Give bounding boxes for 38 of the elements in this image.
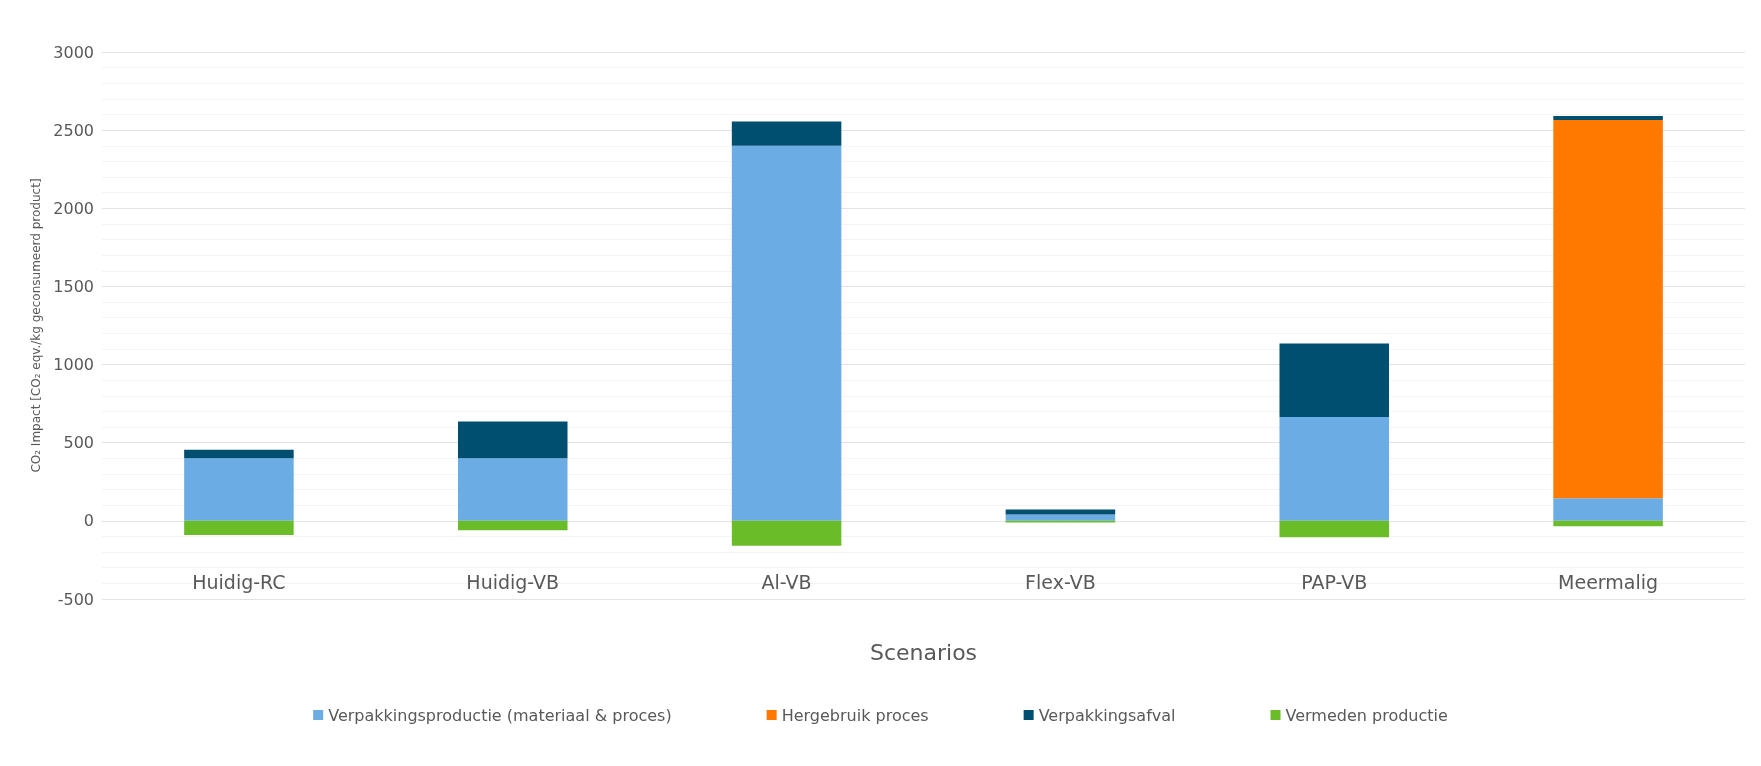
bar [731, 145, 842, 521]
x-tick-label: Al-VB [761, 571, 812, 594]
bar [1553, 498, 1663, 521]
x-tick-label: PAP-VB [1301, 571, 1368, 594]
bar [1279, 520, 1390, 538]
legend-label: Vermeden productie [1285, 705, 1448, 725]
bar [731, 520, 842, 546]
y-tick-label: 1000 [53, 355, 94, 375]
bar [1279, 343, 1390, 417]
legend-label: Verpakkingsafval [1038, 705, 1176, 725]
bar [1553, 119, 1663, 499]
bar [1005, 514, 1116, 521]
y-tick-label: 500 [63, 433, 94, 453]
x-tick-label: Huidig-VB [466, 571, 560, 594]
x-tick-label: Meermalig [1558, 571, 1659, 594]
bar [184, 458, 294, 521]
y-tick-label: 2000 [53, 198, 94, 218]
x-axis-title: Scenarios [869, 639, 978, 665]
y-tick-label: 3000 [53, 42, 94, 62]
bar [1553, 520, 1663, 527]
bar [457, 458, 568, 521]
x-tick-label: Huidig-RC [192, 571, 286, 594]
bar [731, 121, 842, 146]
bar [184, 520, 294, 535]
bar [457, 421, 568, 459]
y-tick-label: 0 [83, 511, 94, 531]
bar [1553, 116, 1663, 120]
bar [184, 449, 294, 459]
x-tick-label: Flex-VB [1025, 571, 1096, 594]
y-axis-title: CO₂ Impact [CO₂ eqv./kg geconsumeerd product] [29, 178, 44, 473]
legend-label: Verpakkingsproductie (materiaal & proces) [328, 705, 672, 725]
bar [457, 520, 568, 531]
legend-label: Hergebruik proces [781, 705, 929, 725]
y-tick-label: -500 [57, 589, 94, 609]
y-tick-label: 2500 [53, 120, 94, 140]
bar [1279, 416, 1390, 521]
y-tick-label: 1500 [53, 276, 94, 296]
bar [1005, 509, 1116, 515]
